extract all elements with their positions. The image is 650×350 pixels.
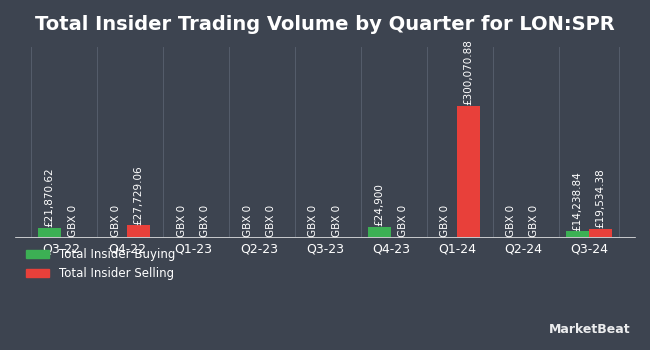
Text: GBX 0: GBX 0 [111,205,121,237]
Bar [457,106,480,237]
Bar [368,226,391,237]
Legend: Total Insider Buying, Total Insider Selling: Total Insider Buying, Total Insider Sell… [21,244,180,285]
Title: Total Insider Trading Volume by Quarter for LON:SPR: Total Insider Trading Volume by Quarter … [35,15,615,34]
Text: GBX 0: GBX 0 [398,205,408,237]
Bar [589,229,612,237]
Text: GBX 0: GBX 0 [440,205,450,237]
Text: GBX 0: GBX 0 [177,205,187,237]
Text: MarketBeat: MarketBeat [549,323,630,336]
Text: £21,870.62: £21,870.62 [45,168,55,227]
Text: £19,534.38: £19,534.38 [595,168,605,228]
Text: GBX 0: GBX 0 [200,205,210,237]
Text: £24,900: £24,900 [374,183,384,226]
Bar [566,231,589,237]
Text: £300,070.88: £300,070.88 [463,39,473,105]
Bar [127,225,150,237]
Text: GBX 0: GBX 0 [332,205,341,237]
Text: GBX 0: GBX 0 [529,205,539,237]
Text: GBX 0: GBX 0 [266,205,276,237]
Text: GBX 0: GBX 0 [506,205,516,237]
Text: GBX 0: GBX 0 [242,205,252,237]
Text: £27,729.06: £27,729.06 [134,165,144,225]
Bar [38,228,61,237]
Text: GBX 0: GBX 0 [309,205,318,237]
Text: £14,238.84: £14,238.84 [572,171,582,231]
Text: GBX 0: GBX 0 [68,205,78,237]
